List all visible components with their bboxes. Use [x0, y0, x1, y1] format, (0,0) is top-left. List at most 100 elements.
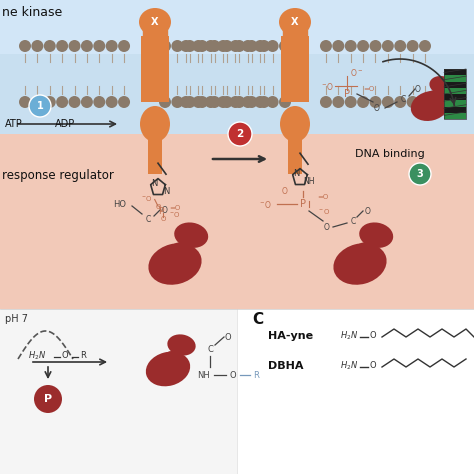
Text: =O: =O [169, 205, 180, 211]
Circle shape [159, 40, 171, 52]
Circle shape [409, 163, 431, 185]
Text: O: O [374, 103, 380, 112]
FancyBboxPatch shape [0, 134, 474, 309]
Circle shape [159, 96, 171, 108]
Ellipse shape [140, 106, 170, 142]
Text: 1: 1 [36, 101, 44, 111]
Ellipse shape [164, 351, 180, 363]
Circle shape [184, 96, 196, 108]
Text: $^-$O: $^-$O [320, 81, 334, 91]
Text: $H_2N$: $H_2N$ [340, 330, 358, 342]
Circle shape [382, 96, 394, 108]
FancyBboxPatch shape [141, 36, 169, 102]
Circle shape [233, 96, 245, 108]
Circle shape [81, 40, 93, 52]
Text: O: O [365, 207, 371, 216]
Circle shape [31, 40, 44, 52]
Circle shape [279, 96, 291, 108]
Text: C: C [401, 94, 406, 103]
Circle shape [233, 40, 245, 52]
Text: =O: =O [317, 194, 328, 200]
Ellipse shape [411, 91, 449, 121]
Text: N: N [164, 187, 170, 196]
Ellipse shape [146, 352, 190, 386]
Text: P: P [44, 394, 52, 404]
FancyBboxPatch shape [148, 122, 162, 174]
Text: DNA binding: DNA binding [355, 149, 425, 159]
Circle shape [69, 96, 81, 108]
Circle shape [56, 40, 68, 52]
FancyBboxPatch shape [444, 113, 466, 119]
Circle shape [258, 96, 270, 108]
Text: O: O [162, 206, 168, 215]
FancyBboxPatch shape [444, 107, 466, 113]
Text: =O: =O [363, 86, 374, 92]
Circle shape [228, 122, 252, 146]
Circle shape [192, 96, 204, 108]
Ellipse shape [167, 334, 196, 356]
Circle shape [172, 96, 183, 108]
Circle shape [369, 40, 382, 52]
FancyBboxPatch shape [0, 0, 474, 54]
Circle shape [279, 40, 291, 52]
Circle shape [320, 40, 332, 52]
Ellipse shape [355, 242, 374, 257]
Text: X: X [291, 17, 299, 27]
FancyBboxPatch shape [281, 36, 309, 102]
Text: P: P [159, 207, 164, 216]
Text: $^{-}$O: $^{-}$O [169, 210, 181, 219]
Circle shape [419, 96, 431, 108]
Circle shape [266, 96, 279, 108]
Circle shape [56, 96, 68, 108]
Circle shape [118, 40, 130, 52]
Ellipse shape [426, 91, 440, 101]
Circle shape [345, 96, 357, 108]
Text: DBHA: DBHA [268, 361, 303, 371]
Text: $H_2N$: $H_2N$ [28, 350, 46, 362]
Circle shape [221, 40, 233, 52]
Text: C: C [350, 217, 356, 226]
Circle shape [242, 96, 254, 108]
Circle shape [44, 40, 56, 52]
Circle shape [184, 40, 196, 52]
Circle shape [394, 40, 406, 52]
Circle shape [93, 40, 105, 52]
Circle shape [44, 96, 56, 108]
Circle shape [246, 40, 258, 52]
Circle shape [320, 96, 332, 108]
Text: ADP: ADP [55, 119, 75, 129]
Circle shape [118, 96, 130, 108]
Circle shape [19, 40, 31, 52]
FancyBboxPatch shape [444, 75, 466, 82]
Text: N: N [293, 168, 299, 177]
Circle shape [258, 40, 270, 52]
Circle shape [180, 40, 192, 52]
Text: P: P [344, 89, 350, 99]
Circle shape [407, 96, 419, 108]
Circle shape [217, 40, 229, 52]
Text: P: P [300, 199, 306, 209]
Text: C: C [207, 345, 213, 354]
Circle shape [209, 40, 220, 52]
Text: NH: NH [198, 371, 210, 380]
Circle shape [242, 40, 254, 52]
FancyBboxPatch shape [444, 69, 466, 75]
Text: $^-$O: $^-$O [317, 207, 330, 216]
Text: pH 7: pH 7 [5, 314, 28, 324]
Circle shape [357, 40, 369, 52]
Ellipse shape [359, 222, 393, 248]
Ellipse shape [429, 76, 454, 94]
Circle shape [382, 40, 394, 52]
Circle shape [180, 96, 192, 108]
Text: O: O [370, 362, 377, 371]
Circle shape [407, 40, 419, 52]
Circle shape [229, 96, 241, 108]
Circle shape [266, 40, 279, 52]
Text: NH: NH [303, 177, 315, 186]
Circle shape [196, 96, 208, 108]
Ellipse shape [333, 243, 387, 285]
Circle shape [34, 385, 62, 413]
Circle shape [217, 96, 229, 108]
Text: R: R [253, 371, 259, 380]
Circle shape [394, 96, 406, 108]
